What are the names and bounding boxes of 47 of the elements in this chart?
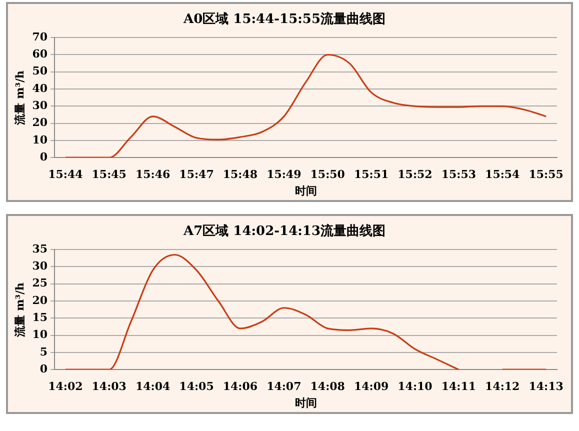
x-tick-label: 14:13 <box>528 380 564 394</box>
x-tick-label: 15:52 <box>398 168 432 182</box>
y-tick-label: 30 <box>32 260 48 273</box>
y-tick-label: 15 <box>32 311 48 324</box>
x-tick-label: 14:11 <box>441 380 476 394</box>
x-tick-label: 15:44 <box>48 168 84 182</box>
y-tick-label: 20 <box>32 116 48 130</box>
x-tick-label: 14:05 <box>179 380 214 394</box>
chart-title: A7区域 14:02-14:13流量曲线图 <box>182 223 386 240</box>
y-tick-label: 40 <box>32 82 48 95</box>
x-axis-title: 时间 <box>294 396 317 410</box>
x-tick-label: 15:51 <box>354 168 389 182</box>
x-tick-label: 15:45 <box>92 168 126 182</box>
y-tick-label: 30 <box>32 99 48 112</box>
x-tick-label: 15:50 <box>310 168 346 182</box>
x-tick-label: 15:46 <box>135 168 170 182</box>
x-tick-label: 14:12 <box>485 380 520 394</box>
y-axis-title: 流量 m³/h <box>13 70 26 126</box>
y-tick-label: 25 <box>32 276 48 290</box>
y-tick-label: 0 <box>40 362 48 376</box>
x-tick-label: 15:48 <box>222 168 258 182</box>
y-tick-label: 10 <box>32 133 48 146</box>
chart-title: A0区域 15:44-15:55流量曲线图 <box>182 11 386 28</box>
y-axis-title: 流量 m³/h <box>13 282 26 338</box>
x-tick-label: 14:06 <box>222 380 258 394</box>
x-tick-label: 14:09 <box>354 380 389 394</box>
y-tick-label: 10 <box>32 328 48 342</box>
y-tick-label: 0 <box>40 150 48 164</box>
x-tick-label: 14:04 <box>135 380 170 394</box>
y-tick-label: 5 <box>40 345 48 358</box>
y-tick-label: 50 <box>32 64 48 78</box>
x-tick-label: 15:54 <box>485 168 520 182</box>
x-tick-label: 15:47 <box>179 168 214 182</box>
y-tick-label: 70 <box>32 30 48 44</box>
x-axis-title: 时间 <box>294 184 317 198</box>
y-tick-label: 35 <box>32 242 48 256</box>
line-series <box>64 54 547 158</box>
y-tick-label: 60 <box>32 48 48 61</box>
x-tick-label: 14:08 <box>310 380 346 394</box>
x-tick-label: 15:49 <box>266 168 302 182</box>
y-tick-label: 20 <box>32 294 48 307</box>
x-tick-label: 14:03 <box>92 380 126 394</box>
x-tick-label: 14:10 <box>398 380 433 394</box>
x-tick-label: 14:02 <box>48 380 83 394</box>
x-tick-label: 15:53 <box>441 168 476 182</box>
x-tick-label: 14:07 <box>266 380 302 394</box>
x-tick-label: 15:55 <box>528 168 564 182</box>
